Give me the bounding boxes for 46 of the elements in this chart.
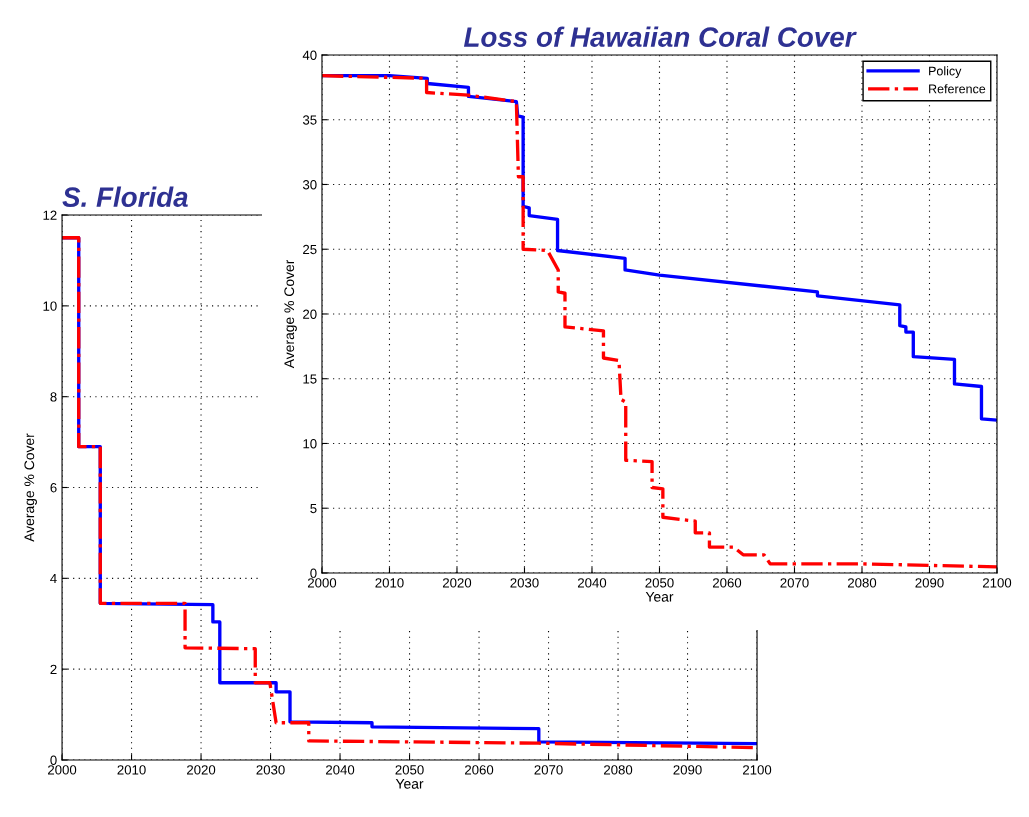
x-tick-label: 2080 [604, 765, 633, 775]
y-tick-label: 6 [50, 483, 57, 493]
y-tick-label: 8 [50, 392, 57, 402]
x-tick-label: 2060 [465, 765, 494, 775]
x-tick-label: 2030 [510, 578, 539, 588]
legend-label: Policy [929, 66, 962, 78]
y-tick-label: 10 [303, 439, 317, 449]
x-tick-label: 2060 [712, 578, 742, 588]
x-tick-label: 2090 [673, 765, 702, 775]
x-tick-label: 2040 [326, 765, 355, 775]
x-tick-label: 2010 [375, 578, 404, 588]
y-tick-label: 30 [302, 180, 317, 190]
x-axis-title: Year [395, 779, 424, 789]
y-tick-label: 25 [303, 244, 317, 255]
x-tick-label: 2000 [307, 578, 337, 588]
y-tick-label: 0 [50, 755, 57, 765]
x-tick-label: 2000 [48, 765, 77, 775]
x-tick-label: 2090 [915, 578, 944, 588]
chart-title: Loss of Hawaiian Coral Cover [463, 26, 857, 47]
y-tick-label: 12 [43, 210, 57, 220]
y-tick-label: 4 [50, 574, 57, 584]
x-tick-label: 2100 [743, 765, 772, 775]
y-axis-title: Average % Cover [284, 259, 297, 369]
legend-label: Reference [929, 84, 986, 94]
x-tick-label: 2020 [442, 578, 472, 588]
y-tick-label: 0 [310, 568, 317, 578]
y-tick-label: 5 [310, 503, 317, 514]
y-axis-title: Average % Cover [24, 433, 37, 542]
y-tick-label: 20 [303, 309, 317, 319]
x-tick-label: 2070 [780, 578, 809, 588]
x-tick-label: 2080 [847, 578, 877, 588]
x-tick-label: 2020 [187, 765, 216, 775]
y-tick-label: 35 [302, 115, 317, 125]
y-tick-label: 40 [302, 50, 317, 60]
x-tick-label: 2050 [645, 578, 674, 588]
x-tick-label: 2040 [577, 578, 607, 588]
x-tick-label: 2010 [117, 765, 146, 775]
y-tick-label: 2 [50, 664, 57, 674]
y-tick-label: 10 [43, 301, 57, 311]
x-tick-label: 2070 [534, 765, 563, 775]
x-tick-label: 2100 [982, 578, 1012, 588]
x-tick-label: 2030 [256, 765, 285, 775]
x-tick-label: 2050 [395, 765, 424, 775]
x-axis-title: Year [645, 592, 674, 602]
y-tick-label: 15 [303, 374, 317, 384]
chart-title: S. Florida [62, 186, 188, 207]
